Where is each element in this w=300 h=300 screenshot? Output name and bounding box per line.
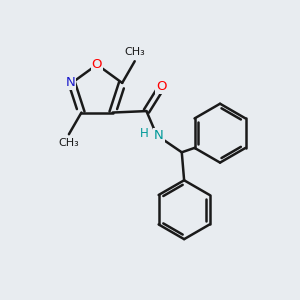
Text: O: O — [156, 80, 166, 93]
Text: N: N — [65, 76, 75, 89]
Text: H: H — [140, 127, 149, 140]
Text: CH₃: CH₃ — [124, 47, 145, 57]
Text: N: N — [154, 129, 164, 142]
Text: CH₃: CH₃ — [58, 138, 79, 148]
Text: O: O — [92, 58, 102, 71]
